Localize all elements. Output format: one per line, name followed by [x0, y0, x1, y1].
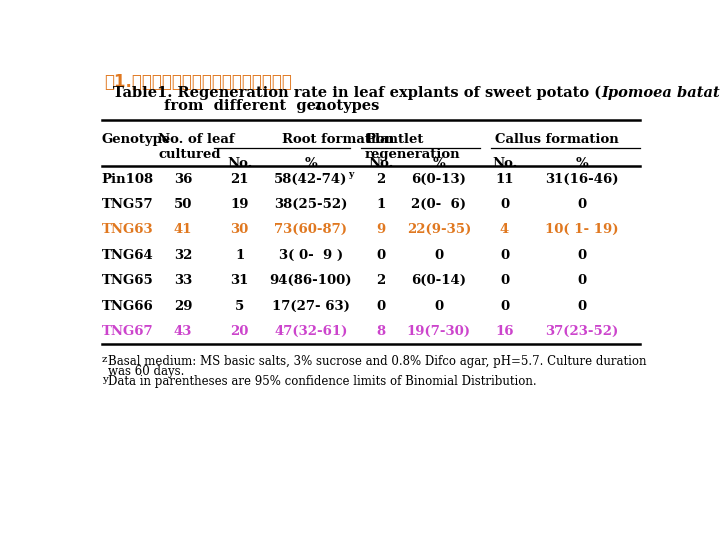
Text: from  different  genotypes: from different genotypes: [163, 99, 379, 113]
Text: 31: 31: [230, 274, 249, 287]
Text: 1: 1: [235, 249, 244, 262]
Text: Plantlet
regeneration: Plantlet regeneration: [365, 132, 461, 160]
Text: 19(7-30): 19(7-30): [407, 325, 471, 338]
Text: 6(0-13): 6(0-13): [411, 173, 466, 186]
Text: Table1. Regeneration rate in leaf explants of sweet potato (: Table1. Regeneration rate in leaf explan…: [113, 85, 601, 100]
Text: 16: 16: [495, 325, 514, 338]
Text: 2: 2: [376, 173, 385, 186]
Text: 1: 1: [376, 198, 385, 211]
Text: 0: 0: [500, 274, 509, 287]
Text: 9: 9: [376, 224, 385, 237]
Text: Data in parentheses are 95% confidence limits of Binomial Distribution.: Data in parentheses are 95% confidence l…: [108, 375, 536, 388]
Text: 22(9-35): 22(9-35): [407, 224, 471, 237]
Text: No.: No.: [227, 157, 252, 170]
Text: y: y: [102, 375, 107, 384]
Text: 19: 19: [230, 198, 249, 211]
Text: 21: 21: [230, 173, 249, 186]
Text: 0: 0: [500, 198, 509, 211]
Text: %: %: [576, 157, 588, 170]
Text: 4: 4: [500, 224, 509, 237]
Text: No.: No.: [492, 157, 517, 170]
Text: 17(27- 63): 17(27- 63): [272, 300, 350, 313]
Text: 3( 0-  9 ): 3( 0- 9 ): [279, 249, 343, 262]
Text: 50: 50: [174, 198, 192, 211]
Text: TNG63: TNG63: [102, 224, 153, 237]
Text: 29: 29: [174, 300, 192, 313]
Text: No. of leaf
cultured: No. of leaf cultured: [158, 132, 235, 160]
Text: 10( 1- 19): 10( 1- 19): [545, 224, 619, 237]
Text: %: %: [433, 157, 445, 170]
Text: TNG66: TNG66: [102, 300, 153, 313]
Text: 0: 0: [376, 300, 385, 313]
Text: 0: 0: [434, 300, 444, 313]
Text: 11: 11: [495, 173, 514, 186]
Text: TNG67: TNG67: [102, 325, 153, 338]
Text: 32: 32: [174, 249, 192, 262]
Text: TNG65: TNG65: [102, 274, 153, 287]
Text: 2: 2: [376, 274, 385, 287]
Text: Pin108: Pin108: [102, 173, 154, 186]
Text: 0: 0: [434, 249, 444, 262]
Text: TNG57: TNG57: [102, 198, 153, 211]
Text: 94(86-100): 94(86-100): [269, 274, 352, 287]
Text: 43: 43: [174, 325, 192, 338]
Text: z: z: [315, 99, 321, 112]
Text: 2(0-  6): 2(0- 6): [411, 198, 467, 211]
Text: 8: 8: [376, 325, 385, 338]
Text: 6(0-14): 6(0-14): [411, 274, 467, 287]
Text: 0: 0: [500, 249, 509, 262]
Text: Genotype: Genotype: [102, 132, 171, 146]
Text: was 60 days.: was 60 days.: [108, 365, 184, 378]
Text: 47(32-61): 47(32-61): [274, 325, 348, 338]
Text: 58(42-74): 58(42-74): [274, 173, 348, 186]
Text: Ipomoea batata: Ipomoea batata: [601, 85, 720, 99]
Text: 41: 41: [174, 224, 192, 237]
Text: 38(25-52): 38(25-52): [274, 198, 348, 211]
Text: 5: 5: [235, 300, 244, 313]
Text: 37(23-52): 37(23-52): [546, 325, 618, 338]
Text: 表1.不同甘藷品種葉片培養之植株再生率: 表1.不同甘藷品種葉片培養之植株再生率: [104, 72, 292, 91]
Text: 0: 0: [500, 300, 509, 313]
Text: TNG64: TNG64: [102, 249, 153, 262]
Text: 0: 0: [577, 249, 587, 262]
Text: 36: 36: [174, 173, 192, 186]
Text: No.: No.: [368, 157, 393, 170]
Text: %: %: [305, 157, 318, 170]
Text: 31(16-46): 31(16-46): [545, 173, 619, 186]
Text: 20: 20: [230, 325, 249, 338]
Text: Root formation: Root formation: [282, 132, 395, 146]
Text: Basal medium: MS basic salts, 3% sucrose and 0.8% Difco agar, pH=5.7. Culture du: Basal medium: MS basic salts, 3% sucrose…: [108, 355, 647, 368]
Text: 0: 0: [376, 249, 385, 262]
Text: Callus formation: Callus formation: [495, 132, 619, 146]
Text: 0: 0: [577, 300, 587, 313]
Text: 73(60-87): 73(60-87): [274, 224, 347, 237]
Text: y: y: [348, 170, 353, 179]
Text: 33: 33: [174, 274, 192, 287]
Text: 0: 0: [577, 198, 587, 211]
Text: z: z: [102, 355, 107, 364]
Text: 30: 30: [230, 224, 248, 237]
Text: 0: 0: [577, 274, 587, 287]
